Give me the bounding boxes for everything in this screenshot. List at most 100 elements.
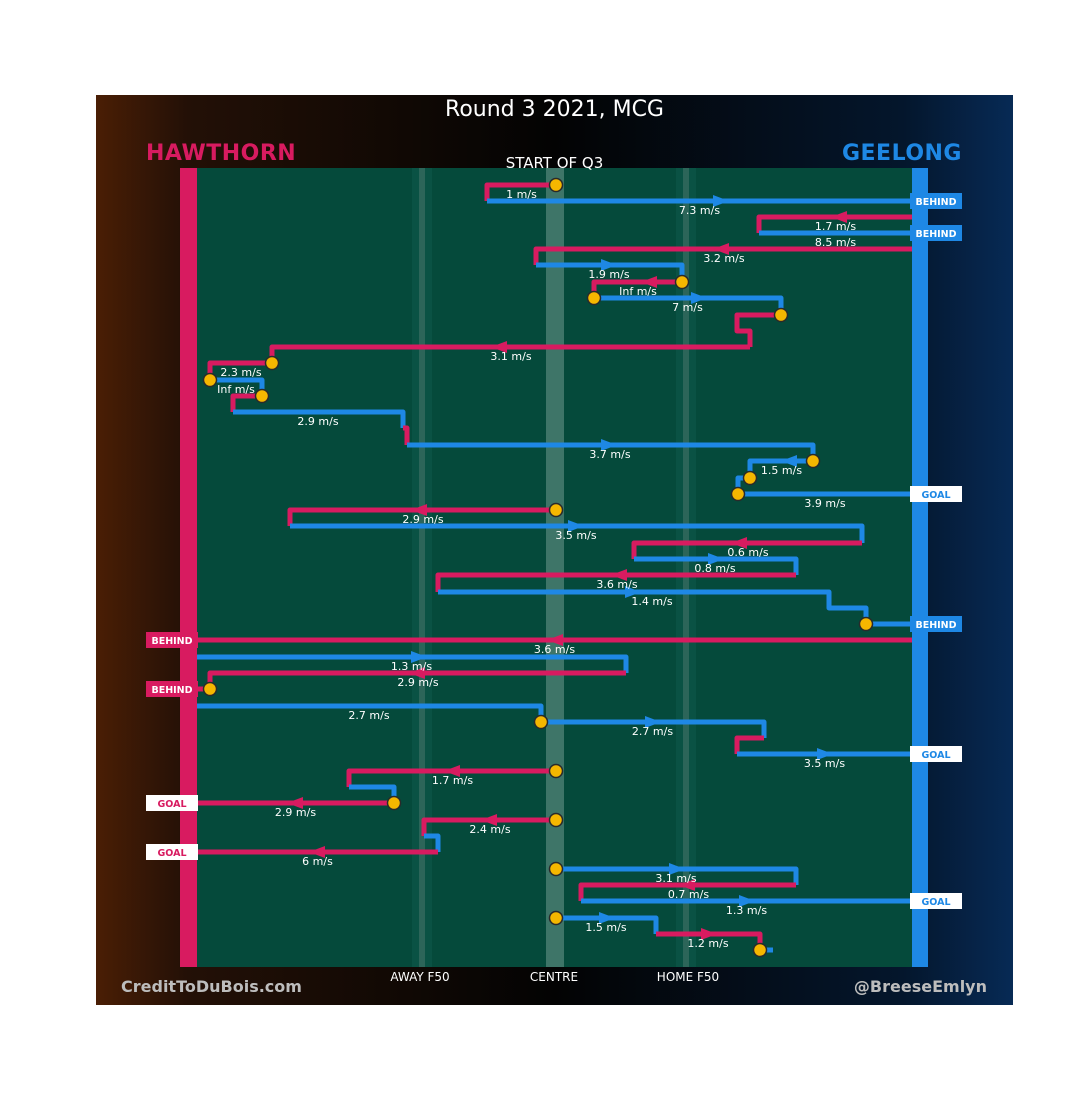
- chain-20-arrow: [568, 520, 584, 532]
- chain-43-ball-marker: [548, 910, 564, 926]
- kick-chains: [197, 177, 912, 958]
- chain-8-path: [734, 312, 781, 347]
- chain-1-speed-label: 7.3 m/s: [679, 204, 720, 217]
- chain-22-arrow: [708, 553, 724, 565]
- chain-25-ball-marker: [858, 616, 874, 632]
- chain-14-path: [403, 425, 410, 445]
- chain-18-speed-label: 3.9 m/s: [804, 497, 845, 510]
- chain-6-speed-label: Inf m/s: [619, 285, 657, 298]
- chain-39-arrow: [309, 846, 325, 858]
- chain-26-outcome-badge: [146, 632, 198, 648]
- centre-label: CENTRE: [529, 970, 579, 984]
- away-team-label: GEELONG: [841, 141, 962, 166]
- chain-24-path: [438, 589, 869, 624]
- chart-container: 1 m/s 7.3 m/s BEHIND 1.7 m/s 8.5 m/s BEHIND 3.…: [96, 95, 1013, 1005]
- chain-3-outcome-badge: [910, 225, 962, 241]
- chain-26-speed-label: 3.6 m/s: [534, 643, 575, 656]
- chain-1-arrow: [713, 195, 729, 207]
- chain-7-ball-marker: [586, 290, 602, 306]
- chain-40-arrow: [669, 863, 685, 875]
- chain-19-ball-marker: [548, 502, 564, 518]
- chain-36-arrow: [287, 797, 303, 809]
- chain-9-speed-label: 3.1 m/s: [490, 350, 531, 363]
- chain-37-speed-label: 2.4 m/s: [469, 823, 510, 836]
- chain-8-ball-marker: [773, 307, 789, 323]
- chain-31-path: [541, 719, 767, 738]
- chain-4-speed-label: 3.2 m/s: [703, 252, 744, 265]
- chain-7-arrow: [691, 292, 707, 304]
- chain-25-outcome-badge: [910, 616, 962, 632]
- away-f50-line: [419, 168, 425, 967]
- chain-13-path: [233, 409, 406, 428]
- chain-29-outcome-label: BEHIND: [151, 685, 192, 696]
- chain-16-arrow: [781, 455, 797, 467]
- chain-29-ball-marker: [202, 681, 218, 697]
- chain-19-arrow: [411, 504, 427, 516]
- chart-title: Round 3 2021, MCG: [445, 97, 664, 122]
- chain-24-speed-label: 1.4 m/s: [631, 595, 672, 608]
- chain-44-arrow: [701, 928, 717, 940]
- speed-labels: 1 m/s 7.3 m/s BEHIND 1.7 m/s 8.5 m/s BEHIND 3.…: [146, 188, 962, 950]
- chain-37-arrow: [481, 814, 497, 826]
- chain-23-path: [435, 572, 796, 592]
- credit-left: CreditToDuBois.com: [121, 977, 302, 996]
- chain-6-arrow: [641, 276, 657, 288]
- chain-34-speed-label: 1.7 m/s: [432, 774, 473, 787]
- period-label: START OF Q3: [505, 154, 604, 172]
- chain-12-path: [230, 393, 262, 412]
- chain-4-arrow: [713, 243, 729, 255]
- chain-28-speed-label: 2.9 m/s: [397, 676, 438, 689]
- chain-11-ball-marker: [202, 372, 218, 388]
- chain-30-speed-label: 2.7 m/s: [348, 709, 389, 722]
- chain-2-path: [756, 214, 912, 233]
- chain-42-outcome-label: GOAL: [921, 897, 950, 908]
- chain-24-arrow: [625, 586, 641, 598]
- chain-34-path: [346, 768, 556, 787]
- chain-40-ball-marker: [548, 861, 564, 877]
- centre-band: [546, 168, 564, 967]
- chain-16-ball-marker: [805, 453, 821, 469]
- chain-21-speed-label: 0.6 m/s: [727, 546, 768, 559]
- away-goal-line: [912, 168, 928, 967]
- chain-12-ball-marker: [254, 388, 270, 404]
- home-goal-line: [180, 168, 197, 967]
- chain-21-path: [631, 540, 862, 559]
- chain-31-arrow: [645, 716, 661, 728]
- chain-31-ball-marker: [533, 714, 549, 730]
- chain-16-speed-label: 1.5 m/s: [761, 464, 802, 477]
- chain-7-speed-label: 7 m/s: [672, 301, 703, 314]
- chain-40-speed-label: 3.1 m/s: [655, 872, 696, 885]
- chain-13-speed-label: 2.9 m/s: [297, 415, 338, 428]
- chain-36-outcome-badge: [146, 795, 198, 811]
- chain-37-ball-marker: [548, 812, 564, 828]
- chain-6-ball-marker: [674, 274, 690, 290]
- chain-1-outcome-label: BEHIND: [915, 197, 956, 208]
- chain-11-speed-label: Inf m/s: [217, 383, 255, 396]
- chain-41-arrow: [679, 879, 695, 891]
- chain-22-speed-label: 0.8 m/s: [694, 562, 735, 575]
- chain-5-speed-label: 1.9 m/s: [588, 268, 629, 281]
- chain-15-arrow: [601, 439, 617, 451]
- chain-38-path: [424, 833, 441, 852]
- chain-32-path: [734, 735, 764, 754]
- away-f50-label: AWAY F50: [390, 970, 450, 984]
- chain-36-ball-marker: [386, 795, 402, 811]
- chain-23-speed-label: 3.6 m/s: [596, 578, 637, 591]
- chain-26-outcome-label: BEHIND: [151, 636, 192, 647]
- chain-39-outcome-badge: [146, 844, 198, 860]
- chain-42-arrow: [739, 895, 755, 907]
- home-f50-line: [683, 168, 689, 967]
- chain-17-ball-marker: [742, 470, 758, 486]
- chain-42-outcome-badge: [910, 893, 962, 909]
- chain-27-path: [197, 654, 629, 673]
- chain-1-outcome-badge: [910, 193, 962, 209]
- chain-18-outcome-badge: [910, 486, 962, 502]
- chain-40-path: [556, 866, 799, 885]
- chain-39-speed-label: 6 m/s: [302, 855, 333, 868]
- chain-25-outcome-label: BEHIND: [915, 620, 956, 631]
- chain-26-arrow: [547, 634, 563, 646]
- chain-0-ball-marker: [548, 177, 564, 193]
- chain-43-path: [556, 915, 659, 934]
- chain-36-speed-label: 2.9 m/s: [275, 806, 316, 819]
- chain-19-speed-label: 2.9 m/s: [402, 513, 443, 526]
